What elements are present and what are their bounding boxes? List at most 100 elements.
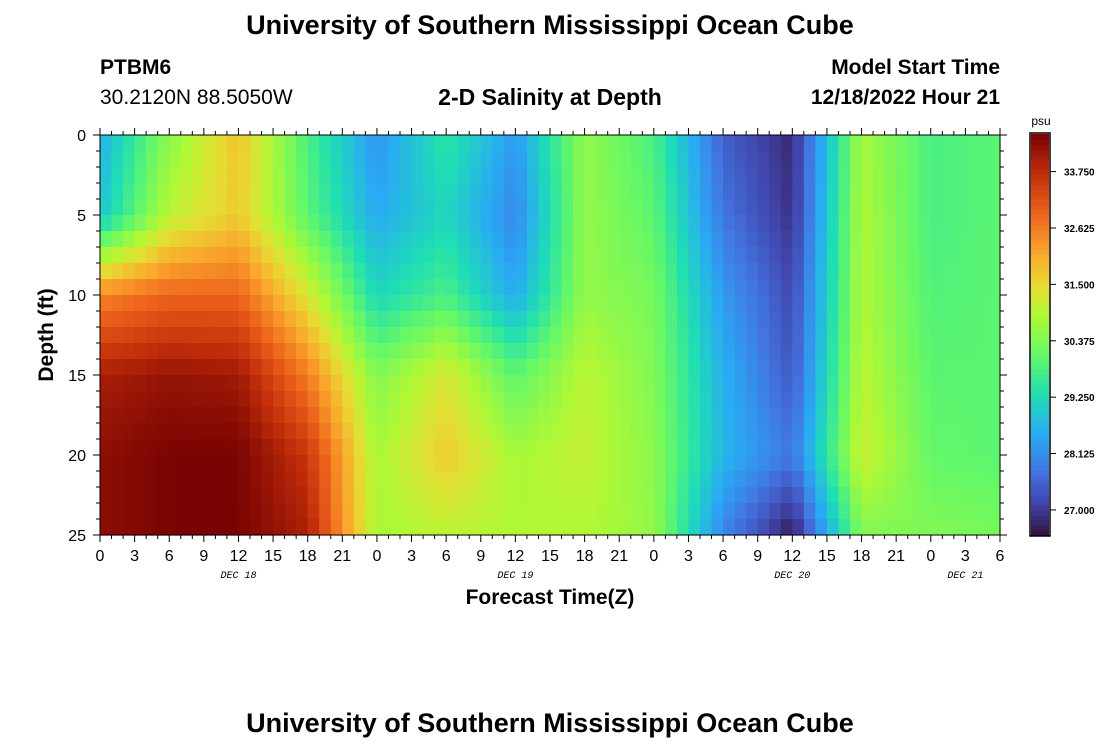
heatmap-cell (376, 519, 390, 536)
heatmap-cell (123, 247, 136, 264)
heatmap-cell (215, 423, 228, 440)
heatmap-cell (896, 311, 909, 328)
heatmap-cell (550, 247, 563, 264)
heatmap-cell (446, 199, 459, 216)
heatmap-cell (434, 247, 447, 264)
heatmap-cell (550, 519, 563, 536)
heatmap-cell (642, 279, 655, 296)
heatmap-cell (423, 151, 436, 168)
heatmap-cell (734, 295, 747, 312)
heatmap-cell (584, 423, 597, 440)
heatmap-cell (850, 519, 863, 536)
heatmap-cell (734, 327, 747, 344)
heatmap-cell (861, 375, 874, 392)
heatmap-cell (919, 167, 932, 184)
heatmap-cell (123, 183, 136, 200)
heatmap-cell (492, 279, 505, 296)
heatmap-cell (503, 327, 516, 344)
colorbar-frame (1029, 132, 1051, 537)
heatmap-cell (907, 487, 920, 504)
heatmap-cell (134, 439, 147, 456)
heatmap-cell (169, 407, 182, 424)
heatmap-cell (826, 439, 840, 456)
heatmap-cell (157, 263, 170, 280)
heatmap-cell (261, 455, 274, 472)
heatmap-cell (907, 199, 920, 216)
heatmap-cell (469, 135, 482, 152)
heatmap-cell (480, 455, 493, 472)
heatmap-cell (815, 423, 828, 440)
heatmap-cell (850, 487, 863, 504)
heatmap-cell (988, 487, 1001, 504)
heatmap-cell (353, 359, 366, 376)
heatmap-cell (596, 359, 609, 376)
heatmap-cell (792, 263, 805, 280)
heatmap-cell (734, 503, 747, 520)
heatmap-cell (111, 199, 124, 216)
heatmap-cell (469, 183, 482, 200)
heatmap-cell (861, 151, 874, 168)
colorbar-swatch (1031, 339, 1049, 346)
heatmap-cell (319, 199, 332, 216)
x-tick-label: 15 (818, 548, 836, 565)
heatmap-cell (480, 215, 493, 232)
colorbar-swatch (1031, 444, 1049, 451)
heatmap-cell (250, 167, 263, 184)
heatmap-cell (446, 327, 459, 344)
colorbar-swatch (1031, 454, 1049, 461)
heatmap-cell (203, 487, 216, 504)
heatmap-cell (203, 151, 216, 168)
heatmap-cell (134, 455, 147, 472)
heatmap-cell (134, 503, 147, 520)
heatmap-cell (700, 263, 713, 280)
heatmap-cell (307, 167, 320, 184)
heatmap-cell (630, 247, 643, 264)
heatmap-cell (423, 359, 436, 376)
heatmap-cell (850, 343, 863, 360)
heatmap-cell (284, 487, 297, 504)
heatmap-cell (192, 391, 205, 408)
heatmap-cell (930, 375, 943, 392)
heatmap-cell (446, 343, 459, 360)
heatmap-cell (480, 423, 493, 440)
heatmap-cell (296, 391, 309, 408)
heatmap-cell (919, 487, 932, 504)
heatmap-cell (803, 135, 816, 152)
heatmap-cell (573, 407, 586, 424)
heatmap-cell (342, 327, 355, 344)
heatmap-cell (792, 343, 805, 360)
heatmap-cell (342, 375, 355, 392)
heatmap-cell (550, 183, 563, 200)
heatmap-cell (746, 263, 759, 280)
heatmap-cell (780, 519, 793, 536)
heatmap-cell (434, 231, 447, 248)
heatmap-cell (665, 183, 678, 200)
heatmap-cell (792, 199, 805, 216)
heatmap-cell (907, 231, 920, 248)
x-tick-label: 0 (96, 548, 105, 565)
colorbar-swatch (1031, 359, 1049, 366)
heatmap-cell (815, 247, 828, 264)
heatmap-cell (815, 279, 828, 296)
heatmap-cell (861, 519, 874, 536)
heatmap-cell (653, 199, 666, 216)
heatmap-cell (238, 183, 251, 200)
heatmap-cell (146, 423, 159, 440)
heatmap-cell (746, 343, 759, 360)
heatmap-cell (596, 503, 609, 520)
heatmap-cell (423, 183, 436, 200)
heatmap-cell (584, 231, 597, 248)
heatmap-cell (469, 391, 482, 408)
heatmap-cell (342, 455, 355, 472)
heatmap-cell (884, 439, 897, 456)
colorbar-swatch (1031, 514, 1049, 521)
heatmap-cell (480, 519, 493, 536)
heatmap-cell (757, 263, 770, 280)
heatmap-cell (873, 471, 886, 488)
heatmap-cell (423, 295, 436, 312)
heatmap-cell (307, 487, 320, 504)
heatmap-cell (446, 439, 459, 456)
colorbar-tick-label: 27.000 (1064, 506, 1095, 517)
heatmap-cell (434, 311, 447, 328)
heatmap-cell (180, 263, 193, 280)
